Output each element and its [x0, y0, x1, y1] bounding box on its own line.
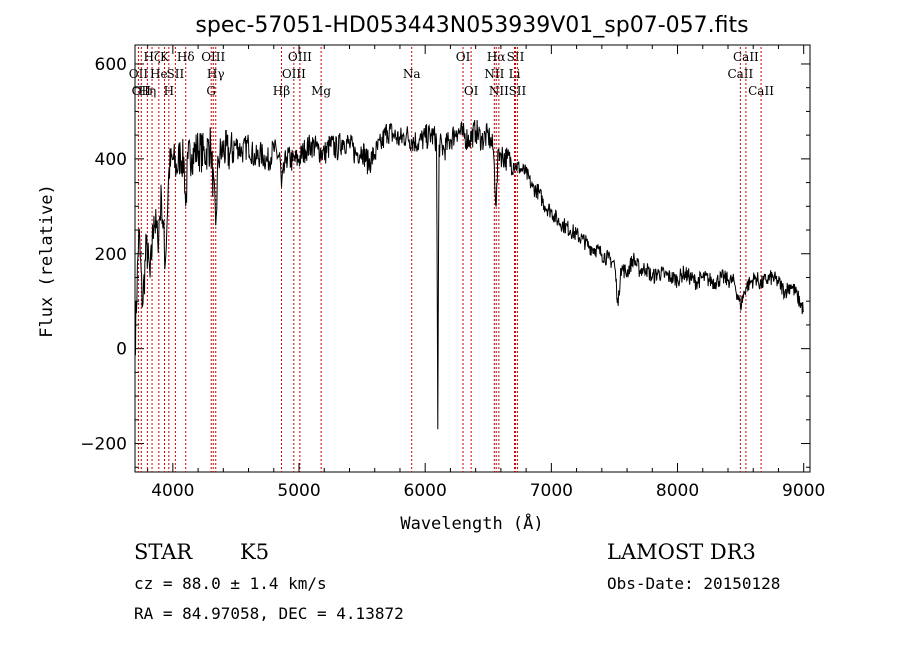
line-marker-label: CaII: [727, 67, 753, 81]
line-marker-label: NII: [484, 67, 504, 81]
coordinates: RA = 84.97058, DEC = 4.13872: [134, 604, 404, 623]
survey-name: LAMOST DR3: [607, 540, 756, 564]
y-axis-label: Flux (relative): [37, 184, 57, 338]
line-marker-label: SII: [509, 84, 527, 98]
y-tick-label: 400: [95, 150, 127, 170]
emission-line-markers: OIIOIIHηHζHeKHSIIHδGOIIIHγHβOIIIOIIIMgNa…: [129, 47, 774, 472]
line-marker-label: Na: [403, 67, 421, 81]
line-marker-label: Hγ: [207, 67, 225, 81]
x-tick-label: 5000: [277, 481, 320, 501]
plot-frame: [134, 44, 811, 473]
line-marker-label: Li: [509, 67, 521, 81]
observation-date: Obs-Date: 20150128: [607, 574, 780, 593]
line-marker-label: NII: [489, 84, 509, 98]
line-marker-label: OII: [129, 67, 149, 81]
line-marker-label: Hη: [139, 84, 157, 98]
line-marker-label: Hα: [487, 50, 506, 64]
x-tick-label: 6000: [404, 481, 447, 501]
line-marker-label: OIII: [288, 50, 312, 64]
line-marker-label: Hδ: [177, 50, 195, 64]
line-marker-label: Mg: [311, 84, 331, 98]
line-marker-label: OI: [456, 50, 471, 64]
line-marker-label: Hζ: [144, 50, 161, 64]
spectrum-line: [134, 119, 805, 430]
x-tick-label: 8000: [656, 481, 699, 501]
line-marker-label: OI: [464, 84, 479, 98]
plot-axes: 4000 5000 6000 7000 8000 9000 −200 0 200 400 600: [80, 44, 825, 501]
line-marker-label: H: [164, 84, 174, 98]
line-marker-label: Hβ: [273, 84, 290, 98]
line-marker-label: OII: [132, 84, 152, 98]
spectrum-series: [134, 119, 805, 430]
y-tick-label: 0: [116, 340, 127, 360]
line-marker-label: K: [160, 50, 170, 64]
y-tick-label: 200: [95, 245, 127, 265]
line-marker-label: CaII: [733, 50, 759, 64]
line-marker-label: OIII: [201, 50, 225, 64]
y-tick-label: 600: [95, 55, 127, 75]
line-marker-label: SII: [167, 67, 185, 81]
line-marker-label: SII: [507, 50, 525, 64]
line-marker-label: CaII: [748, 84, 774, 98]
object-class: STAR: [134, 540, 193, 564]
line-marker-label: OIII: [282, 67, 306, 81]
x-axis-label: Wavelength (Å): [400, 512, 543, 534]
x-tick-label: 7000: [530, 481, 573, 501]
line-marker-label: G: [206, 84, 216, 98]
y-tick-label: −200: [80, 435, 127, 455]
redshift-info: cz = 88.0 ± 1.4 km/s: [134, 574, 327, 593]
x-tick-label: 9000: [782, 481, 825, 501]
x-tick-label: 4000: [151, 481, 194, 501]
chart-title: spec-57051-HD053443N053939V01_sp07-057.f…: [195, 13, 748, 38]
object-subclass: K5: [240, 540, 269, 564]
line-marker-label: He: [150, 67, 168, 81]
